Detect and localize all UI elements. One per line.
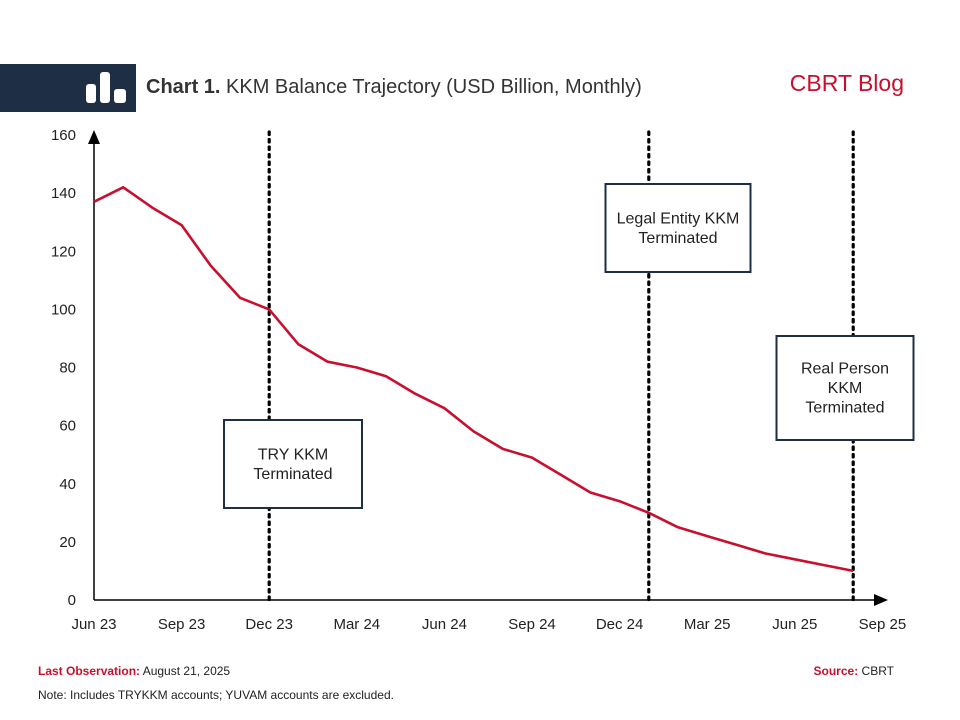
source: Source: CBRT xyxy=(814,664,894,678)
chart-title-main: KKM Balance Trajectory xyxy=(226,76,441,98)
x-tick-label: Mar 25 xyxy=(684,616,731,633)
event-annotation-box xyxy=(604,183,752,273)
event-annotation-label: TRY KKM xyxy=(258,446,329,463)
event-annotation-label: Real Person xyxy=(801,361,889,378)
x-tick-label: Dec 24 xyxy=(596,616,644,633)
event-annotation-label: KKM xyxy=(828,380,863,397)
event-annotation-box xyxy=(775,335,915,441)
last-observation-label: Last Observation: xyxy=(38,664,141,678)
y-axis-arrow xyxy=(88,130,100,144)
last-observation-value: August 21, 2025 xyxy=(142,664,231,678)
x-tick-label: Dec 23 xyxy=(245,616,293,633)
event-annotation-label: Terminated xyxy=(638,230,717,247)
x-tick-label: Mar 24 xyxy=(333,616,380,633)
y-tick-label: 20 xyxy=(59,534,76,551)
y-tick-label: 140 xyxy=(51,185,76,202)
event-annotation-box xyxy=(223,419,363,509)
x-tick-label: Sep 25 xyxy=(859,616,907,633)
x-axis-arrow xyxy=(874,594,888,606)
chart-title: Chart 1. KKM Balance Trajectory (USD Bil… xyxy=(146,76,642,99)
source-value: CBRT xyxy=(861,664,894,678)
y-tick-label: 120 xyxy=(51,243,76,260)
x-tick-label: Sep 24 xyxy=(508,616,556,633)
y-tick-label: 60 xyxy=(59,418,76,435)
y-tick-label: 160 xyxy=(51,127,76,144)
event-annotation-label: Terminated xyxy=(805,400,884,417)
chart-title-units: (USD Billion, Monthly) xyxy=(446,76,642,98)
series-line-kkm-balance xyxy=(93,186,854,573)
y-tick-label: 100 xyxy=(51,301,76,318)
x-tick-label: Jun 25 xyxy=(772,616,817,633)
event-annotation-label: Terminated xyxy=(253,466,332,483)
y-tick-label: 0 xyxy=(68,592,76,609)
x-tick-label: Jun 23 xyxy=(71,616,116,633)
source-label: Source: xyxy=(813,664,859,678)
x-tick-label: Sep 23 xyxy=(158,616,206,633)
event-annotation-label: Legal Entity KKM xyxy=(617,210,740,227)
last-observation: Last Observation: August 21, 2025 xyxy=(38,664,230,678)
chart-title-prefix: Chart 1. xyxy=(146,76,221,98)
bar-chart-icon xyxy=(86,72,126,103)
brand-label: CBRT Blog xyxy=(789,70,904,96)
y-tick-label: 80 xyxy=(59,360,76,377)
x-tick-label: Jun 24 xyxy=(422,616,467,633)
footnote: Note: Includes TRYKKM accounts; YUVAM ac… xyxy=(38,688,394,702)
y-tick-label: 40 xyxy=(59,476,76,493)
header-band xyxy=(0,64,136,112)
